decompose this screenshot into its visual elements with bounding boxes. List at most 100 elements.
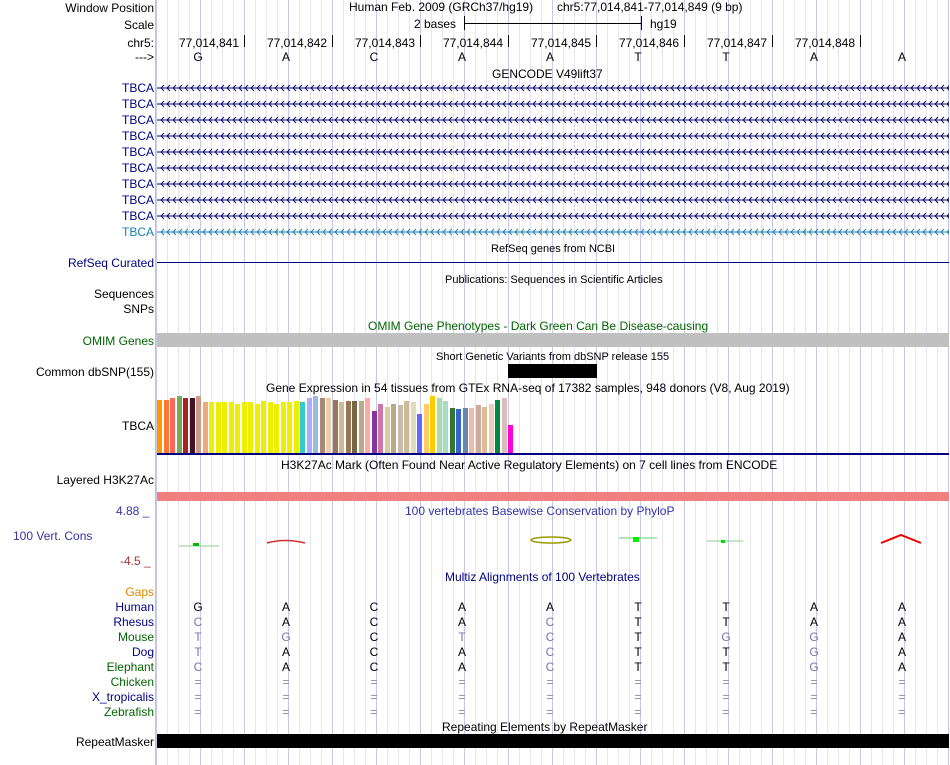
gencode-transcript[interactable] [0,196,950,205]
gtex-tissue-bar[interactable] [358,401,364,453]
pubs-sequences-label[interactable]: Sequences [93,287,154,301]
h3k27ac-label[interactable]: Layered H3K27Ac [56,473,154,487]
gtex-tissue-bar[interactable] [332,400,338,453]
gencode-transcript[interactable] [0,148,950,157]
gtex-tissue-bar[interactable] [365,398,370,453]
gtex-tissue-bar[interactable] [352,401,357,453]
multiz-species-label[interactable]: Rhesus [113,615,154,629]
gencode-gene-label[interactable]: TBCA [121,177,154,191]
dbsnp-label[interactable]: Common dbSNP(155) [35,365,154,379]
gtex-tissue-bar[interactable] [222,402,227,453]
gtex-tissue-bar[interactable] [430,396,435,453]
gtex-tissue-bar[interactable] [170,398,175,453]
phylop-label[interactable]: 100 Vert. Cons [13,529,93,543]
phylop-graph[interactable] [157,525,949,555]
pubs-snps-label[interactable]: SNPs [123,302,154,316]
omim-label[interactable]: OMIM Genes [82,334,154,348]
gtex-tissue-bar[interactable] [183,398,188,453]
gtex-tissue-bar[interactable] [196,396,201,453]
gencode-gene-label[interactable]: TBCA [121,225,154,239]
repeatmasker-element[interactable] [157,734,949,748]
gtex-tissue-bar[interactable] [397,405,403,453]
gtex-tissue-bar[interactable] [313,396,318,453]
multiz-species-label[interactable]: Dog [131,645,154,659]
gtex-tissue-bar[interactable] [209,402,214,453]
gtex-tissue-bar[interactable] [157,400,162,453]
gtex-tissue-bar[interactable] [306,398,312,453]
gtex-label[interactable]: TBCA [121,419,154,433]
gtex-tissue-bar[interactable] [248,402,253,453]
gtex-tissue-bar[interactable] [287,402,292,453]
gencode-gene-label[interactable]: TBCA [121,97,154,111]
gtex-tissue-bar[interactable] [443,401,448,453]
multiz-species-label[interactable]: X_tropicalis [91,690,154,704]
gtex-tissue-bar[interactable] [228,402,234,453]
gtex-tissue-bar[interactable] [410,402,416,453]
dbsnp-variant[interactable] [508,364,597,378]
gencode-transcript[interactable] [0,180,950,189]
gencode-transcript[interactable] [0,212,950,221]
gtex-tissue-bar[interactable] [449,408,455,453]
multiz-species-label[interactable]: Mouse [117,630,154,644]
gencode-transcript[interactable] [0,84,950,93]
gtex-tissue-bar[interactable] [495,400,500,453]
gtex-tissue-bar[interactable] [508,425,513,453]
gtex-tissue-bar[interactable] [378,404,383,453]
gtex-tissue-bar[interactable] [456,409,461,453]
gtex-tissue-bar[interactable] [501,398,507,453]
gencode-transcript[interactable] [0,228,950,237]
gtex-tissue-bar[interactable] [475,405,481,453]
h3k27ac-signal[interactable] [157,492,949,501]
gtex-tissue-bar[interactable] [254,404,260,453]
gaps-label[interactable]: Gaps [125,585,154,599]
gtex-tissue-bar[interactable] [189,398,195,453]
gtex-tissue-bar[interactable] [482,407,487,453]
gtex-tissue-bar[interactable] [423,404,429,453]
gtex-tissue-bar[interactable] [371,411,377,453]
gtex-tissue-bar[interactable] [163,400,169,453]
gencode-transcript[interactable] [0,132,950,141]
gencode-gene-label[interactable]: TBCA [121,145,154,159]
gtex-tissue-bar[interactable] [300,402,305,453]
refseq-label[interactable]: RefSeq Curated [67,256,154,270]
gencode-gene-label[interactable]: TBCA [121,193,154,207]
gtex-tissue-bar[interactable] [391,404,396,453]
gencode-transcript[interactable] [0,164,950,173]
gencode-gene-label[interactable]: TBCA [121,129,154,143]
gtex-tissue-bar[interactable] [339,402,344,453]
gtex-tissue-bar[interactable] [404,401,409,453]
gtex-tissue-bar[interactable] [274,404,279,453]
gtex-tissue-bar[interactable] [202,402,208,453]
gtex-tissue-bar[interactable] [293,401,299,453]
gtex-tissue-bar[interactable] [215,402,221,453]
gtex-tissue-bar[interactable] [326,398,331,453]
gtex-tissue-bar[interactable] [345,401,351,453]
gtex-tissue-bar[interactable] [488,404,494,453]
gencode-gene-label[interactable]: TBCA [121,113,154,127]
gtex-tissue-bar[interactable] [241,402,247,453]
gencode-transcript[interactable] [0,100,950,109]
multiz-species-label[interactable]: Elephant [106,660,154,674]
gencode-gene-label[interactable]: TBCA [121,81,154,95]
gtex-tissue-bar[interactable] [261,401,266,453]
gtex-tissue-bar[interactable] [319,398,325,453]
gtex-tissue-bar[interactable] [469,408,474,453]
gtex-tissue-bar[interactable] [417,414,422,453]
gtex-tissue-bar[interactable] [235,404,240,453]
gencode-transcript[interactable] [0,116,950,125]
gtex-tissue-bar[interactable] [436,398,442,453]
omim-bar[interactable] [157,333,949,347]
gtex-tissue-bar[interactable] [176,396,182,453]
gtex-barchart[interactable] [157,395,949,453]
gtex-tissue-bar[interactable] [462,408,468,453]
gtex-tissue-bar[interactable] [267,402,273,453]
gtex-tissue-bar[interactable] [280,402,286,453]
repeatmasker-label[interactable]: RepeatMasker [75,735,154,749]
multiz-species-label[interactable]: Chicken [110,675,154,689]
refseq-line[interactable] [157,262,949,263]
gencode-gene-label[interactable]: TBCA [121,161,154,175]
multiz-species-label[interactable]: Human [115,600,154,614]
gencode-gene-label[interactable]: TBCA [121,209,154,223]
gtex-tissue-bar[interactable] [384,407,390,453]
multiz-species-label[interactable]: Zebrafish [103,705,154,719]
